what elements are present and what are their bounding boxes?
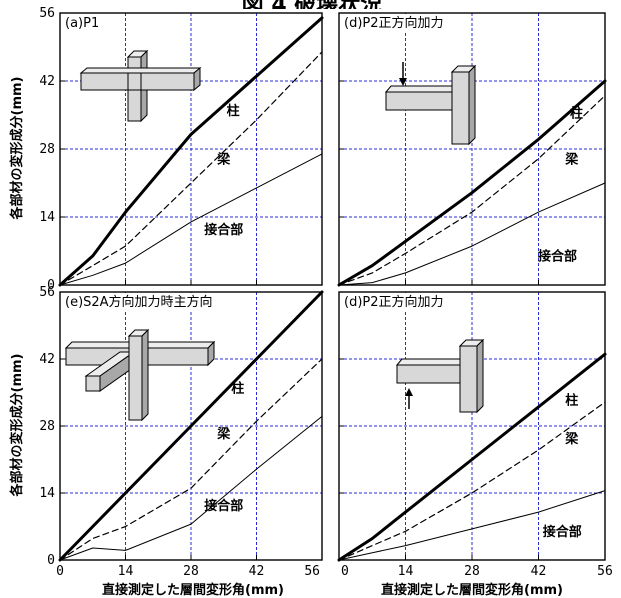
y-tick-label: 0 bbox=[47, 278, 55, 293]
panel-label: (d)P2正方向加力 bbox=[344, 15, 444, 31]
panel-label-background bbox=[342, 14, 446, 32]
annotation-label: 接合部 bbox=[204, 498, 243, 514]
specimen-tee-sketch-bottom bbox=[395, 338, 485, 414]
series-thick-line bbox=[58, 16, 324, 287]
x-tick-label: 42 bbox=[249, 564, 265, 579]
series-thin-line bbox=[338, 182, 606, 286]
annotation-label: 接合部 bbox=[543, 524, 582, 540]
y-tick-label: 28 bbox=[39, 419, 55, 434]
y-tick-label: 56 bbox=[39, 6, 55, 21]
y-axis-label-bottom: 各部材の変形成分(mm) bbox=[9, 354, 25, 498]
series-thin-line bbox=[59, 415, 323, 561]
x-tick-label: 0 bbox=[56, 564, 64, 579]
x-tick-label: 56 bbox=[597, 564, 613, 579]
series-thick-line bbox=[337, 352, 607, 562]
series-dashed-line bbox=[59, 51, 323, 286]
x-tick-label: 42 bbox=[531, 564, 547, 579]
specimen-tee-sketch-top bbox=[384, 62, 477, 146]
specimen-cross-sketch bbox=[79, 49, 202, 123]
series-thick-line bbox=[58, 290, 324, 562]
specimen-3d-cross-sketch bbox=[64, 328, 216, 422]
panel-label-background bbox=[63, 15, 102, 32]
x-tick-label: 28 bbox=[464, 564, 480, 579]
figure-title: 図 4 破壊状況 bbox=[242, 0, 383, 18]
panel-label-background bbox=[342, 293, 446, 311]
panel-label-background bbox=[63, 293, 215, 311]
annotation-label: 梁 bbox=[216, 426, 231, 442]
panel-label: (e)S2A方向加力時主方向 bbox=[65, 294, 213, 310]
annotation-label: 接合部 bbox=[538, 249, 577, 265]
x-tick-label: 56 bbox=[304, 564, 320, 579]
annotation-label: 梁 bbox=[216, 152, 231, 168]
annotation-label: 柱 bbox=[565, 392, 578, 408]
series-dashed-line bbox=[338, 94, 606, 286]
panel-label: (a)P1 bbox=[65, 16, 99, 31]
series-dashed-line bbox=[59, 358, 323, 561]
series-thin-line bbox=[59, 153, 323, 286]
annotation-label: 柱 bbox=[227, 103, 240, 119]
y-tick-label: 14 bbox=[39, 486, 55, 501]
y-tick-label: 14 bbox=[39, 210, 55, 225]
y-tick-label: 42 bbox=[39, 74, 55, 89]
annotation-label: 柱 bbox=[570, 105, 583, 121]
annotation-label: 柱 bbox=[231, 381, 244, 397]
x-axis-label-right: 直接測定した層間変形角(mm) bbox=[381, 582, 563, 598]
x-tick-label: 14 bbox=[398, 564, 414, 579]
panel-label: (d)P2正方向加力 bbox=[344, 294, 444, 310]
x-tick-label: 28 bbox=[183, 564, 199, 579]
y-tick-label: 28 bbox=[39, 142, 55, 157]
series-thin-line bbox=[338, 490, 606, 561]
y-tick-label: 0 bbox=[47, 553, 55, 568]
x-tick-label: 0 bbox=[341, 564, 349, 579]
annotation-label: 梁 bbox=[564, 431, 579, 447]
series-thick-line bbox=[337, 79, 607, 287]
y-axis-label-top: 各部材の変形成分(mm) bbox=[9, 77, 25, 221]
annotation-label: 梁 bbox=[564, 152, 579, 168]
annotation-label: 接合部 bbox=[204, 222, 243, 238]
x-axis-label-left: 直接測定した層間変形角(mm) bbox=[102, 582, 284, 598]
y-tick-label: 56 bbox=[39, 285, 55, 300]
series-dashed-line bbox=[338, 401, 606, 561]
y-tick-label: 42 bbox=[39, 352, 55, 367]
x-tick-label: 14 bbox=[118, 564, 134, 579]
